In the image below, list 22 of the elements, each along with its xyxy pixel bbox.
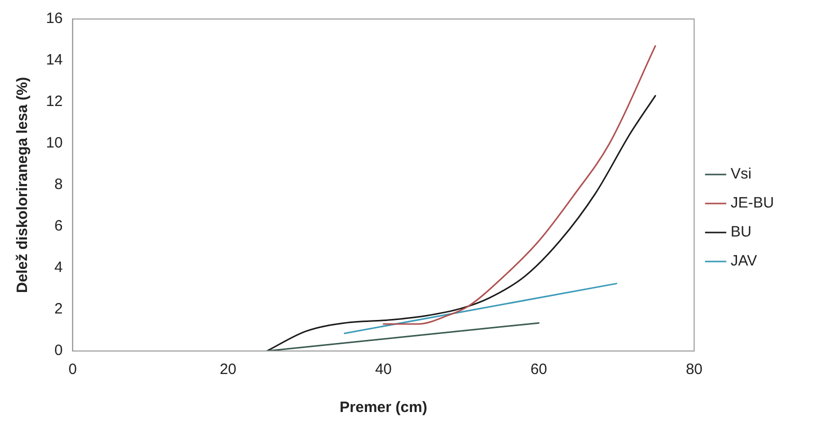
x-tick-label: 80 [686, 361, 703, 378]
y-tick-label: 12 [46, 93, 63, 110]
x-tick-label: 20 [220, 361, 236, 378]
y-tick-label: 6 [54, 218, 63, 235]
y-tick-label: 0 [54, 342, 63, 360]
y-tick-label: 14 [46, 52, 63, 69]
y-axis-title: Delež diskoloriranega lesa (%) [14, 77, 32, 293]
y-tick-label: 8 [54, 176, 63, 194]
x-axis-title: Premer (cm) [340, 399, 428, 416]
legend-label: JAV [730, 252, 758, 270]
x-tick-label: 40 [375, 361, 392, 378]
legend-label: Vsi [730, 166, 752, 183]
y-tick-label: 16 [46, 10, 63, 28]
y-tick-label: 2 [54, 300, 63, 318]
x-tick-label: 60 [530, 361, 548, 378]
legend-label: BU [730, 224, 752, 241]
legend-label: JE-BU [730, 194, 774, 212]
y-tick-label: 4 [54, 259, 63, 276]
x-tick-label: 0 [68, 361, 77, 378]
line-series [266, 95, 656, 351]
y-tick-label: 10 [46, 134, 63, 152]
line-series [382, 45, 656, 325]
